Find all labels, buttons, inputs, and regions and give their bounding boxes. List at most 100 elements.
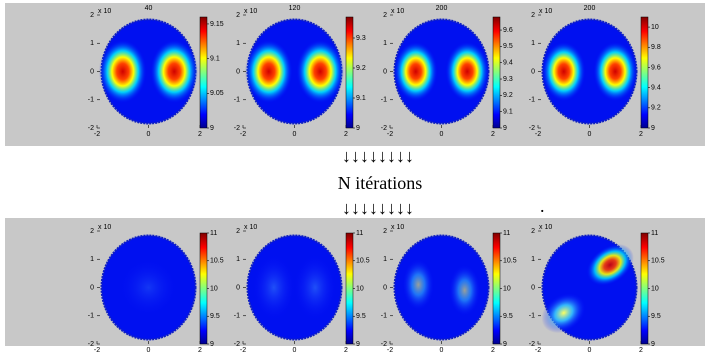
colorbar-tick-label: 9.05 [210,90,224,97]
colorbar-tick-label: 10 [356,285,364,292]
colorbar-tick-label: 9.6 [503,27,513,34]
y-tick-label: 2 [90,12,94,19]
y-tick-label: -2 [88,341,94,348]
colorbar-tick-label: 11 [651,230,658,237]
x-tick-label: 0 [440,131,444,138]
colorbar-tick-label: 10.5 [210,258,224,265]
colorbar-tick-label: 9.1 [503,109,513,116]
colorbar-tick-label: 9 [503,125,507,132]
colorbar-tick-label: 9 [503,341,507,348]
y-tick-label: -1 [529,313,535,320]
y-tick-label: -1 [381,97,387,104]
colorbar-tick-label: 9.3 [356,35,366,42]
y-tick-label: 0 [531,284,535,291]
field-spot [118,257,179,318]
field-spot [402,258,435,311]
y-tick-label: 2 [383,12,387,19]
y-tick-label: -2 [381,341,387,348]
y-tick-label: -2 [234,341,240,348]
x-tick-label: -2 [240,131,246,138]
caption: N itérations [338,173,422,193]
x-tick-label: -2 [535,131,541,138]
x-tick-label: 2 [639,347,643,352]
y-tick-label: 0 [236,68,240,75]
colorbar-tick-label: 9.6 [651,64,661,71]
colorbar-tick-label: 11 [210,230,217,237]
axis-exponent: x 10 [539,224,552,231]
y-tick-label: -2 [529,125,535,132]
y-tick-label: -2 [234,125,240,132]
y-tick-label: 1 [90,256,94,263]
y-tick-label: 0 [383,284,387,291]
x-tick-label: -2 [240,347,246,352]
field-spot [393,41,438,102]
colorbar-tick-label: 9.5 [503,313,513,320]
colorbar [345,16,354,129]
y-tick-label: 1 [236,256,240,263]
y-tick-label: -1 [234,313,240,320]
colorbar-tick-label: 9.8 [651,44,661,51]
axis-exponent: x 10 [391,8,404,15]
colorbar-tick-label: 10.5 [356,258,370,265]
field-spot [445,41,490,102]
y-tick-label: 1 [531,256,535,263]
y-tick-label: -1 [529,97,535,104]
colorbar-tick-label: 10 [651,24,659,31]
colorbar [199,16,208,129]
y-tick-label: -1 [88,97,94,104]
colorbar-tick-label: 9.15 [210,21,224,28]
y-tick-label: 0 [236,284,240,291]
axis-exponent: x 10 [244,224,257,231]
panel: 120 x 10 -2 0 2 2 1 0 -1 -2 9.3 9.2 9.1 9 [234,5,366,138]
x-tick-label: -2 [387,347,393,352]
colorbar-tick-label: 10.5 [503,258,517,265]
colorbar-tick-label: 9.2 [503,92,513,99]
panel-title: 120 [289,5,301,12]
y-tick-label: 2 [531,228,535,235]
colorbar-tick-label: 9 [356,125,360,132]
x-tick-label: 0 [588,347,592,352]
x-tick-label: 2 [344,131,348,138]
x-tick-label: 2 [491,131,495,138]
x-tick-label: 0 [147,347,151,352]
colorbar-tick-label: 9 [651,125,655,132]
colorbar-tick-label: 9.2 [651,105,661,112]
colorbar-tick-label: 9 [210,341,214,348]
colorbar-tick-label: 10 [503,285,511,292]
colorbar [640,16,649,129]
colorbar [640,232,649,345]
x-tick-label: -2 [94,131,100,138]
colorbar-tick-label: 10 [651,285,659,292]
colorbar-tick-label: 9.3 [503,76,513,83]
y-tick-label: 2 [90,228,94,235]
x-tick-label: 0 [293,347,297,352]
y-tick-label: 2 [236,12,240,19]
x-tick-label: 2 [639,131,643,138]
panel: 40 x 10 -2 0 2 2 1 0 -1 -2 9.15 9.1 9.05 9 [88,5,224,138]
colorbar [345,232,354,345]
axis-exponent: x 10 [391,224,404,231]
y-tick-label: 1 [383,40,387,47]
panel: 200 x 10 -2 0 2 2 1 0 -1 -2 9.6 9.5 9.4 9.3 9.2 9.1 9 [381,5,513,138]
colorbar [492,232,501,345]
y-tick-label: 2 [236,228,240,235]
x-tick-label: 0 [440,347,444,352]
colorbar-tick-label: 9 [356,341,360,348]
x-tick-label: 2 [198,347,202,352]
colorbar-tick-label: 9.1 [356,95,366,102]
panel-title: 40 [145,5,153,12]
colorbar-tick-label: 11 [356,230,363,237]
y-tick-label: 0 [531,68,535,75]
axis-exponent: x 10 [98,224,111,231]
axis-exponent: x 10 [98,8,111,15]
field-spot [448,264,481,317]
colorbar-tick-label: 9.2 [356,65,366,72]
colorbar-tick-label: 10.5 [651,258,665,265]
y-tick-label: 1 [383,256,387,263]
y-tick-label: -1 [234,97,240,104]
colorbar-tick-label: 9.1 [210,55,220,62]
